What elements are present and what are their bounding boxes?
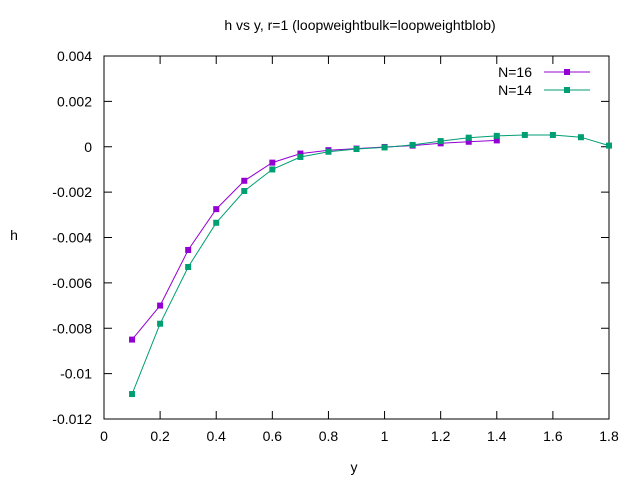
- y-tick-label: -0.002: [52, 184, 92, 200]
- data-point: [269, 159, 276, 166]
- series-layer: [129, 131, 612, 398]
- data-point: [129, 336, 136, 343]
- x-axis-label: y: [351, 459, 358, 475]
- plot-frame: [103, 55, 610, 420]
- data-point: [493, 137, 500, 144]
- data-point: [325, 148, 332, 155]
- x-tick-label: 1.8: [599, 428, 619, 444]
- y-tick-label: -0.006: [52, 275, 92, 291]
- x-tick-label: 1.6: [543, 428, 563, 444]
- data-point: [129, 391, 136, 398]
- y-tick-label: -0.01: [60, 366, 92, 382]
- series-1: [129, 131, 612, 398]
- data-point: [157, 302, 164, 309]
- y-tick-label: 0: [84, 139, 92, 155]
- x-tick-label: 1.4: [487, 428, 507, 444]
- data-point: [493, 132, 500, 139]
- data-point: [549, 131, 556, 138]
- data-point: [213, 206, 220, 213]
- y-tick-label: -0.008: [52, 320, 92, 336]
- data-point: [381, 144, 388, 151]
- data-point: [521, 131, 528, 138]
- y-tick-label: -0.004: [52, 230, 92, 246]
- data-point: [465, 138, 472, 145]
- series-0: [129, 137, 500, 343]
- x-tick-label: 0.4: [206, 428, 226, 444]
- axis-ticks: 0 0.2 0.4 0.6 0.8 1 1.2 1.4 1.6 1.8 0.004 0.002 0 -0.…: [52, 48, 619, 444]
- y-tick-label: -0.012: [52, 411, 92, 427]
- data-point: [297, 150, 304, 157]
- data-point: [353, 146, 360, 153]
- data-point: [465, 134, 472, 141]
- legend: N=16 N=14: [498, 64, 590, 98]
- x-tick-label: 0.6: [263, 428, 283, 444]
- legend-marker: [564, 87, 570, 93]
- data-point: [241, 187, 248, 194]
- data-point: [213, 219, 220, 226]
- x-tick-label: 0: [100, 428, 108, 444]
- data-point: [185, 246, 192, 253]
- data-point: [241, 177, 248, 184]
- data-point: [606, 142, 612, 149]
- series-line: [131, 134, 610, 395]
- data-point: [157, 320, 164, 327]
- x-tick-label: 0.2: [150, 428, 170, 444]
- x-tick-label: 0.8: [319, 428, 339, 444]
- x-tick-label: 1: [381, 428, 389, 444]
- x-tick-label: 1.2: [431, 428, 451, 444]
- data-point: [577, 134, 584, 141]
- legend-label: N=16: [498, 64, 532, 80]
- y-tick-label: 0.004: [57, 48, 92, 64]
- y-tick-label: 0.002: [57, 93, 92, 109]
- data-point: [269, 166, 276, 173]
- data-point: [409, 141, 416, 148]
- y-axis-label: h: [10, 227, 18, 243]
- data-point: [185, 263, 192, 270]
- chart-title: h vs y, r=1 (loopweightbulk=loopweightbl…: [224, 17, 495, 33]
- legend-marker: [564, 69, 570, 75]
- data-point: [297, 153, 304, 160]
- legend-label: N=14: [498, 82, 532, 98]
- series-line: [131, 139, 497, 340]
- data-point: [437, 138, 444, 145]
